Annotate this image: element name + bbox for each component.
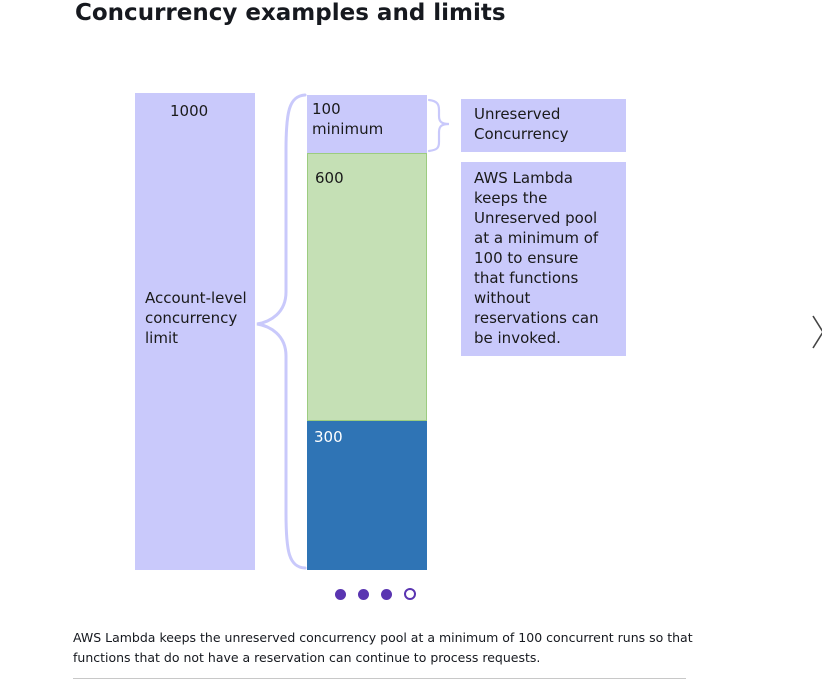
account-brace (256, 93, 307, 570)
carousel-dot-3[interactable] (381, 589, 392, 600)
carousel-dot-2[interactable] (358, 589, 369, 600)
unreserved-segment: 100 minimum (307, 95, 427, 153)
account-level-limit-box: 1000 Account-level concurrency limit (135, 93, 255, 570)
divider (73, 678, 686, 679)
chevron-right-icon[interactable] (810, 314, 822, 350)
unreserved-concurrency-label: Unreserved Concurrency (461, 99, 626, 152)
account-limit-value: 1000 (170, 102, 209, 120)
page-title: Concurrency examples and limits (75, 0, 506, 26)
reserved-600-segment: 600 (307, 153, 427, 421)
unreserved-pool-note: AWS Lambda keeps the Unreserved pool at … (461, 162, 626, 356)
carousel-dot-4-active[interactable] (404, 588, 416, 600)
carousel-pagination (335, 588, 416, 600)
figure-caption: AWS Lambda keeps the unreserved concurre… (73, 630, 693, 665)
account-limit-label: Account-level concurrency limit (145, 289, 247, 347)
unreserved-brace (427, 98, 450, 153)
reserved-300-segment: 300 (307, 421, 427, 570)
carousel-dot-1[interactable] (335, 589, 346, 600)
